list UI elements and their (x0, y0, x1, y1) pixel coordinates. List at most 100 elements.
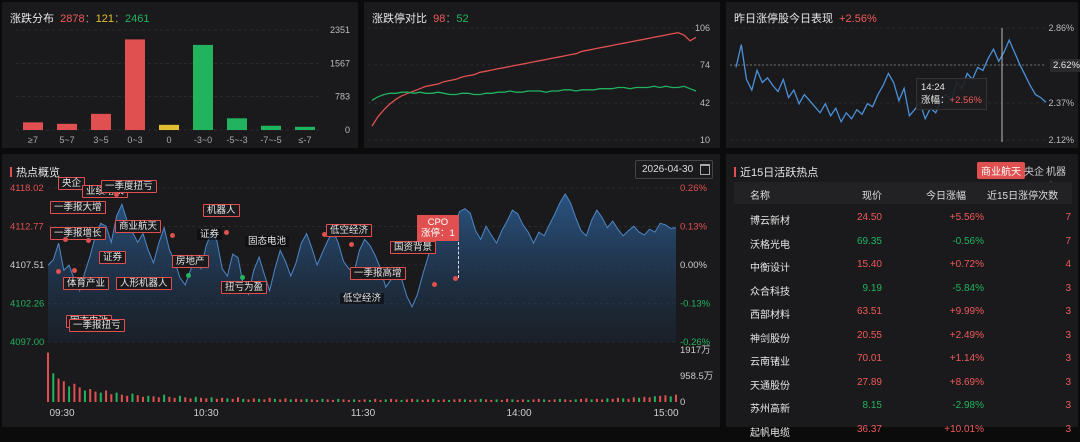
hotspot-tag[interactable]: 机器人 (203, 204, 240, 217)
volume-bar (120, 394, 123, 402)
volume-bar (648, 397, 651, 402)
hotspot-tag[interactable]: 固态电池 (245, 236, 290, 247)
stock-limit-count: 3 (1065, 329, 1071, 341)
volume-bar (442, 399, 445, 402)
volume-bar (157, 397, 160, 402)
event-marker[interactable] (86, 238, 91, 243)
event-marker[interactable] (432, 282, 437, 287)
volume-bar (664, 395, 667, 402)
y-tick-label: 2.12% (1048, 135, 1074, 145)
cpo-callout[interactable]: CPO 涨停：1 (417, 215, 459, 241)
volume-bar (337, 398, 340, 402)
volume-bar (215, 398, 218, 402)
hotspot-tag[interactable]: 人形机器人 (116, 277, 172, 290)
stock-change: +0.72% (949, 259, 984, 270)
tab-commercial-aerospace[interactable]: 商业航天 (977, 162, 1025, 179)
table-row[interactable]: 起帆电缆 36.37 +10.01% 3 (734, 418, 1071, 442)
x-tick-label: 11:30 (351, 408, 376, 419)
volume-bar (495, 399, 498, 402)
table-row[interactable]: 云南锗业 70.01 +1.14% 3 (734, 347, 1071, 371)
table-row[interactable]: 神剑股份 20.55 +2.49% 3 (734, 324, 1071, 348)
hotspot-tag[interactable]: 扭亏为盈 (221, 281, 268, 294)
hotspot-tag[interactable]: 证券 (197, 229, 223, 240)
volume-bar (147, 395, 150, 402)
volume-bar (236, 397, 239, 402)
volume-bar (331, 399, 334, 402)
stock-change: +1.14% (949, 353, 984, 364)
calendar-icon (700, 164, 710, 175)
event-marker[interactable] (63, 237, 68, 242)
volume-bar (263, 399, 266, 402)
limit-down-line (371, 85, 697, 101)
table-row[interactable]: 博云新材 24.50 +5.56% 7 (734, 206, 1071, 230)
x-tick-label: 3~5 (93, 135, 108, 145)
hotspot-tag[interactable]: 一季报高增 (350, 267, 406, 280)
date-picker[interactable]: 2026-04-30 (635, 160, 713, 179)
hotspot-tag[interactable]: 证券 (99, 251, 127, 264)
hotspot-tag[interactable]: 体育产业 (63, 277, 110, 290)
x-tick-label: ≤-7 (299, 135, 312, 145)
x-tick-label: 09:30 (49, 408, 74, 419)
volume-bar (601, 399, 604, 402)
event-marker[interactable] (240, 275, 245, 280)
yesterday-title-text: 昨日涨停股今日表现 (734, 13, 833, 25)
hotspot-tag[interactable]: 一季报增长 (50, 227, 106, 240)
event-marker[interactable] (56, 269, 61, 274)
table-row[interactable]: 天通股份 27.89 +8.69% 3 (734, 371, 1071, 395)
table-row[interactable]: 苏州高新 8.15 -2.98% 3 (734, 394, 1071, 418)
volume-bar (305, 398, 308, 402)
limit-up-count: 98 (433, 13, 446, 25)
distribution-title: 涨跌分布 2878：121：2461 (10, 13, 150, 25)
up-count: 2878 (60, 13, 85, 25)
table-header: 名称 现价 今日涨幅 近15日涨停次数 (734, 182, 1072, 204)
yesterday-chart[interactable]: 2.86% 2.37% 2.12% (726, 2, 1078, 148)
table-row[interactable]: 中衡设计 15.40 +0.72% 4 (734, 253, 1071, 277)
stock-price: 63.51 (856, 306, 882, 317)
volume-bar (659, 395, 662, 402)
event-marker[interactable] (186, 273, 191, 278)
volume-bar (390, 398, 393, 402)
x-tick-label: 14:00 (506, 408, 531, 419)
event-marker[interactable] (322, 232, 327, 237)
col-price: 现价 (862, 191, 882, 202)
hotspot-tag[interactable]: 央企 (58, 177, 86, 190)
hotspot-tag[interactable]: 商业航天 (115, 220, 162, 233)
volume-bar (252, 398, 255, 402)
x-tick-label: 5~7 (59, 135, 74, 145)
table-row[interactable]: 众合科技 9.19 -5.84% 3 (734, 277, 1071, 301)
table-row[interactable]: 沃格光电 69.35 -0.56% 7 (734, 230, 1071, 254)
table-row[interactable]: 西部材料 63.51 +9.99% 3 (734, 300, 1071, 324)
hotspot-tag[interactable]: 国资背景 (390, 241, 437, 254)
volume-bar (326, 399, 329, 402)
hotspot-tag[interactable]: 房地产 (172, 255, 209, 268)
volume-bar (78, 387, 81, 402)
bar (295, 126, 315, 130)
x-tick-label: -7~-5 (260, 135, 281, 145)
limit-chart: 106 74 42 10 (368, 23, 710, 145)
stock-name: 西部材料 (750, 310, 790, 321)
hotspot-tag[interactable]: 低空经济 (326, 224, 373, 237)
event-marker[interactable] (453, 276, 458, 281)
event-marker[interactable] (349, 242, 354, 247)
tab-central-soe[interactable]: 央企 (1024, 167, 1044, 178)
hotspot-tag[interactable]: 低空经济 (340, 293, 385, 304)
hotspot-tag[interactable]: 一季报大增 (50, 201, 106, 214)
down-count: 2461 (124, 13, 150, 25)
hotspot-tag[interactable]: 一季度扭亏 (101, 180, 157, 193)
stock-change: +10.01% (944, 423, 984, 435)
volume-bar (500, 399, 503, 402)
hotspot-tag[interactable]: 一季报扭亏 (69, 319, 125, 332)
y-tick-label: 74 (700, 60, 710, 70)
x-tick-label: ≥7 (28, 135, 38, 145)
volume-bar (47, 352, 49, 402)
volume-bar (521, 399, 524, 402)
stock-change: -2.98% (952, 400, 984, 411)
volume-bar (558, 398, 561, 402)
y-tick-label: 1567 (330, 58, 350, 68)
event-marker[interactable] (114, 192, 119, 197)
event-marker[interactable] (224, 230, 229, 235)
stock-name: 中衡设计 (750, 263, 790, 274)
volume-bar (426, 399, 429, 402)
event-marker[interactable] (170, 233, 175, 238)
event-marker[interactable] (72, 268, 77, 273)
